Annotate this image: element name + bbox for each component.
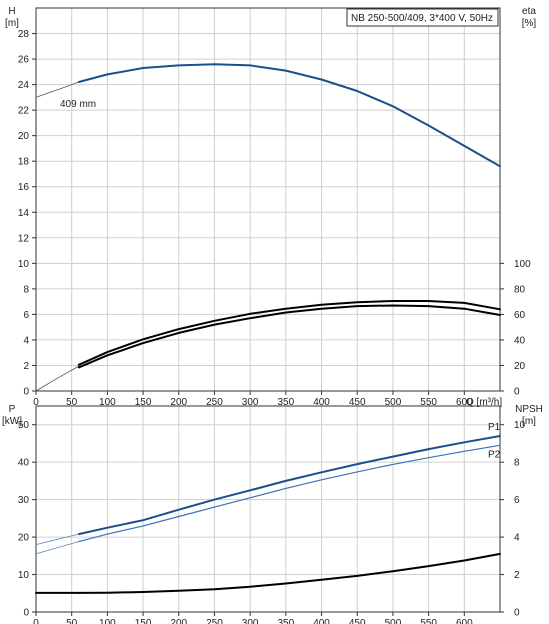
x-tick-label: 350 [278,618,295,624]
x-tick-label: 500 [385,397,402,408]
x-tick-label: 550 [420,397,437,408]
y-left-tick-label: 50 [18,420,30,431]
x-tick-label: 300 [242,618,259,624]
y-left-tick-label: 10 [18,570,30,581]
series-label-p1: P1 [488,422,501,433]
x-tick-label: 550 [420,618,437,624]
y-left-tick-label: 4 [23,335,29,346]
y-left-tick-label: 10 [18,259,30,270]
y-left-unit: [kW] [2,416,22,427]
x-tick-label: 50 [66,397,78,408]
x-tick-label: 300 [242,397,259,408]
x-tick-label: 150 [135,618,152,624]
y-right-tick-label: 20 [514,361,526,372]
y-left-label: H [8,6,15,17]
y-right-tick-label: 10 [514,420,526,431]
y-right-tick-label: 4 [514,533,520,544]
x-tick-label: 250 [206,397,223,408]
npsh-curve-4 [77,552,501,594]
x-tick-label: 600 [456,618,473,624]
x-tick-label: 450 [349,618,366,624]
y-left-tick-label: 30 [18,495,30,506]
x-tick-label: 450 [349,397,366,408]
x-tick-label: 50 [66,618,78,624]
p-curve-2 [35,533,80,545]
y-left-tick-label: 28 [18,29,30,40]
y-left-tick-label: 24 [18,80,30,91]
p-curve-3 [35,541,80,555]
y-right-label: eta [522,6,536,17]
y-left-tick-label: 22 [18,106,30,117]
x-tick-label: 150 [135,397,152,408]
y-right-tick-label: 6 [514,495,520,506]
y-left-tick-label: 40 [18,458,30,469]
h-curve-0 [77,63,501,168]
x-axis-label: Q [m³/h] [466,397,502,408]
x-tick-label: 100 [99,397,116,408]
y-left-tick-label: 20 [18,533,30,544]
eta-curve-3 [77,300,501,366]
impeller-diameter-label: 409 mm [60,99,96,110]
eta-curve-4 [35,365,80,392]
y-left-tick-label: 18 [18,157,30,168]
plot-frame [35,7,501,392]
series-label-p2: P2 [488,449,501,460]
y-left-tick-label: 26 [18,55,30,66]
x-tick-label: 0 [33,397,39,408]
x-tick-label: 350 [278,397,295,408]
plot-frame [35,405,501,613]
title-box [346,8,499,27]
y-left-tick-label: 2 [23,361,29,372]
h-curve-1 [35,81,80,98]
x-tick-label: 250 [206,618,223,624]
y-left-tick-label: 14 [18,208,30,219]
y-right-tick-label: 40 [514,335,526,346]
y-left-unit: [m] [5,18,19,29]
y-left-tick-label: 0 [23,387,29,398]
y-left-tick-label: 6 [23,310,29,321]
x-tick-label: 200 [170,397,187,408]
y-right-label: NPSH [515,404,543,415]
y-left-tick-label: 0 [23,608,29,619]
power-npsh-panel: 0 50 100 150 200 250 300 350 400 450 500 550 6000102… [2,404,543,624]
y-left-tick-label: 16 [18,182,30,193]
x-tick-label: 400 [313,397,330,408]
y-left-tick-label: 8 [23,284,29,295]
y-left-label: P [9,404,16,415]
y-right-unit: [%] [522,18,537,29]
p2-curve [78,444,501,543]
x-tick-label: 200 [170,618,187,624]
y-right-tick-label: 80 [514,284,526,295]
eta-curve-2 [77,304,501,369]
y-left-tick-label: 12 [18,233,30,244]
y-right-tick-label: 60 [514,310,526,321]
x-tick-label: 400 [313,618,330,624]
x-tick-label: 100 [99,618,116,624]
x-tick-label: 600 [456,397,473,408]
x-tick-label: 0 [33,618,39,624]
chart-title: NB 250-500/409, 3*400 V, 50Hz [351,13,493,24]
y-right-tick-label: 100 [514,259,531,270]
x-tick-label: 500 [385,618,402,624]
head-efficiency-panel: 0 50 100 150 200 250 300 350 400 450 500 550 6000246… [5,6,536,408]
y-right-tick-label: 0 [514,387,520,398]
y-left-tick-label: 20 [18,131,30,142]
y-right-tick-label: 0 [514,608,520,619]
y-right-unit: [m] [522,416,536,427]
y-right-tick-label: 8 [514,458,520,469]
p1-curve [77,435,501,536]
y-right-tick-label: 2 [514,570,520,581]
